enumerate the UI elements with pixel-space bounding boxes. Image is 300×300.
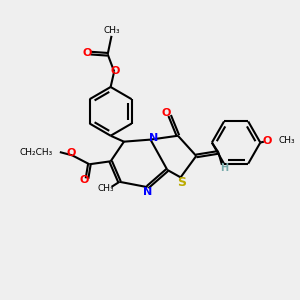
Text: O: O <box>161 108 171 118</box>
Text: CH₃: CH₃ <box>104 26 120 35</box>
Text: S: S <box>178 176 187 189</box>
Text: O: O <box>80 175 89 185</box>
Text: O: O <box>110 66 120 76</box>
Text: CH₃: CH₃ <box>97 184 114 194</box>
Text: N: N <box>143 187 152 197</box>
Text: O: O <box>82 47 92 58</box>
Text: N: N <box>149 134 158 143</box>
Text: O: O <box>263 136 272 146</box>
Text: CH₃: CH₃ <box>278 136 295 145</box>
Text: O: O <box>66 148 76 158</box>
Text: H: H <box>220 164 228 173</box>
Text: CH₂CH₃: CH₂CH₃ <box>20 148 53 157</box>
